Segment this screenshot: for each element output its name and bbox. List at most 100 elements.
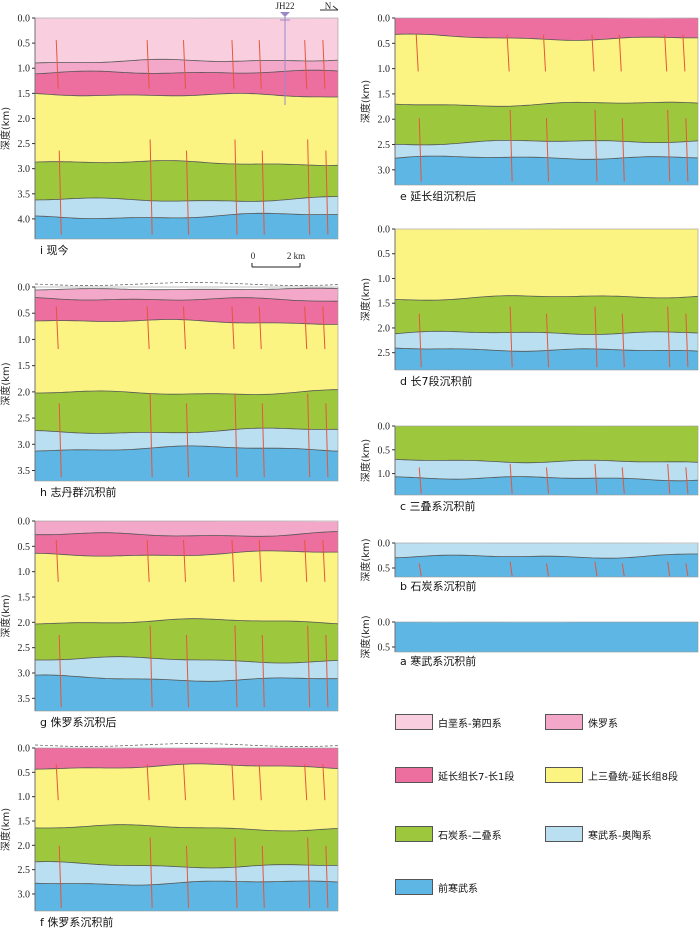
fault-line [685, 118, 689, 182]
y-tick-label: 2.0 [378, 115, 391, 126]
fault-line [307, 393, 311, 478]
fault-line [418, 118, 422, 182]
layer-boundary [34, 763, 339, 770]
layer-boundary [394, 476, 699, 482]
fault-line [261, 403, 265, 478]
erosion-dashed-line [34, 743, 339, 747]
fault-line [58, 150, 62, 235]
panel-frame [34, 520, 339, 712]
layer-upper_triassic_8 [35, 763, 338, 831]
layer-yanchang_7_1 [35, 748, 338, 770]
fault-line [621, 563, 625, 577]
y-tick-label: 1.0 [378, 64, 391, 75]
north-label: N [325, 1, 332, 11]
panel-frame [34, 17, 339, 240]
y-tick-label: 0.5 [18, 768, 31, 779]
legend-item-precambrian: 前寒武系 [395, 877, 478, 897]
fault-line [415, 34, 419, 72]
layer-boundary [394, 101, 699, 107]
legend-label: 寒武系-奥陶系 [588, 830, 652, 842]
legend-item-upper-triassic-8: 上三叠统-延长组8段 [545, 765, 678, 785]
erosion-dashed-line [34, 282, 339, 286]
fault-line [146, 764, 150, 801]
fault-line [183, 539, 186, 582]
fault-line [509, 561, 513, 577]
fault-line [418, 313, 422, 368]
legend-swatch [545, 826, 583, 842]
y-tick-label: 0.5 [378, 445, 391, 456]
layer-boundary [35, 531, 339, 537]
y-tick-label: 1.5 [18, 361, 31, 372]
fault-line [149, 393, 153, 478]
fault-line [325, 403, 329, 478]
y-tick-label: 2.0 [378, 323, 391, 334]
panel-label: b 石炭系沉积前 [400, 579, 476, 593]
panel-c: 0.0 0.5 1.0 深度(km) c 三叠系沉积前 [359, 422, 699, 513]
fault-line [234, 837, 238, 908]
fault-line [591, 34, 595, 72]
panel-a: 0.0 0.5 深度(km) a 寒武系沉积前 [359, 615, 699, 668]
fault-line [685, 313, 689, 368]
y-tick-label: 4.0 [18, 214, 31, 225]
fault-line [183, 40, 186, 89]
legend-item-cretaceous-quaternary: 白垩系-第四系 [395, 712, 502, 732]
fault-line [55, 764, 59, 801]
layer-cambrian_ordovician [395, 543, 698, 559]
layer-boundary [34, 427, 338, 434]
fault-line [186, 845, 189, 908]
layer-cambrian_ordovician [395, 140, 698, 160]
north-arrow-icon [332, 5, 339, 11]
fault-line [146, 306, 150, 350]
y-tick-label: 0.0 [378, 539, 391, 550]
legend-swatch [545, 767, 583, 783]
fault-line [307, 139, 311, 235]
y-tick-label: 2.0 [18, 841, 31, 852]
panel-frame [394, 542, 699, 578]
y-tick-label: 1.5 [378, 89, 391, 100]
well-marker-icon [280, 12, 290, 17]
layer-boundary [34, 618, 339, 625]
fault-line [621, 118, 625, 182]
y-tick-label: 1.5 [378, 299, 391, 310]
y-tick-label: 2.5 [378, 140, 391, 151]
fault-line [258, 539, 262, 582]
panel-label: h 志丹群沉积前 [40, 485, 116, 499]
panel-b: 0.0 0.5 深度(km) b 石炭系沉积前 [359, 538, 699, 593]
legend-item-carboniferous-permian: 石炭系-二叠系 [395, 824, 502, 844]
layer-boundary [34, 880, 339, 886]
legend-item-cambrian-ordovician: 寒武系-奥陶系 [545, 824, 652, 844]
y-axis-label: 深度(km) [359, 80, 372, 123]
fault-line [509, 306, 513, 368]
panel-label: g 侏罗系沉积后 [40, 716, 116, 729]
y-axis-label: 深度(km) [0, 594, 12, 637]
y-tick-label: 0.5 [18, 542, 31, 553]
panel-frame [394, 425, 699, 496]
layer-yanchang_7_1 [395, 18, 698, 41]
fault-line [234, 139, 238, 235]
layer-cambrian_ordovician [35, 428, 338, 452]
panel-h: 0.0 0.5 1.0 1.5 2.0 2.5 3.0 3.5 深度(km) h 志丹群沉积前 [0, 283, 339, 499]
layer-boundary [34, 824, 339, 832]
fault-line [146, 40, 150, 89]
legend-label: 侏罗系 [588, 718, 618, 730]
y-tick-label: 1.0 [18, 792, 31, 803]
panel-label: a 寒武系沉积前 [400, 654, 476, 668]
panel-frame [394, 17, 699, 186]
layer-yanchang_7_1 [35, 531, 338, 557]
layer-upper_triassic_8 [395, 34, 698, 107]
y-tick-label: 0.5 [378, 249, 391, 260]
y-axis-label: 深度(km) [359, 278, 372, 321]
layer-boundary [394, 33, 698, 41]
layer-precambrian [395, 156, 698, 185]
fault-line [322, 306, 326, 350]
y-tick-label: 0.0 [18, 14, 31, 25]
panel-label: e 延长组沉积后 [400, 189, 476, 203]
y-tick-label: 2.5 [378, 348, 391, 359]
y-tick-label: 2.5 [18, 414, 31, 425]
y-tick-label: 1.0 [18, 64, 31, 75]
layer-cretaceous_quaternary [35, 18, 338, 63]
fault-line [594, 463, 598, 494]
layer-boundary [394, 553, 698, 559]
y-tick-label: 1.0 [18, 335, 31, 346]
y-tick-label: 1.0 [18, 567, 31, 578]
